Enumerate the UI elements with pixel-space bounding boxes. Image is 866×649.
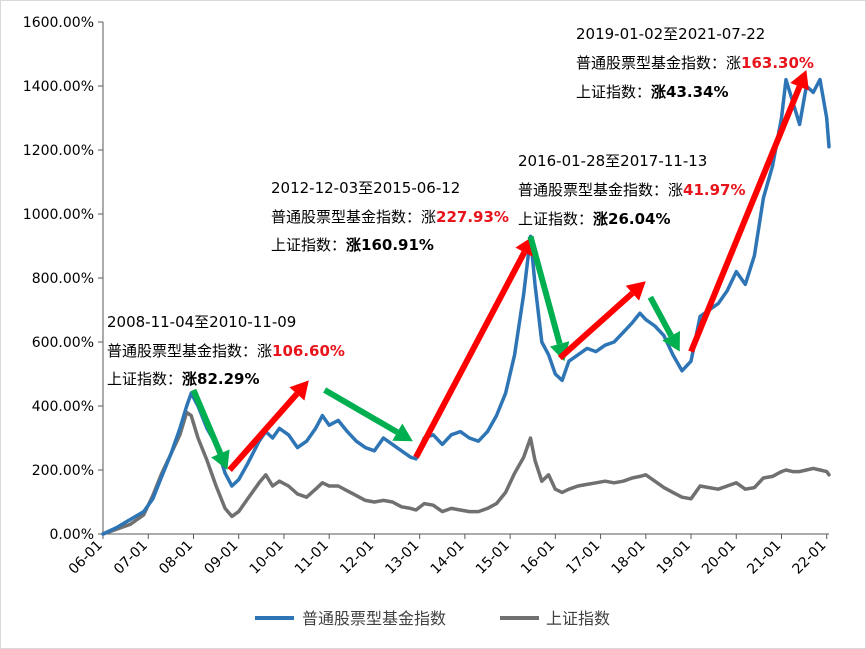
trend-arrow: [190, 388, 230, 470]
annotation-period: 2016-01-28至2017-11-13: [518, 152, 707, 170]
y-tick-label: 1200.00%: [23, 143, 94, 159]
trend-arrow-head: [289, 380, 309, 401]
trend-arrow-shaft: [323, 387, 399, 435]
y-axis-ticks: 0.00% 200.00% 400.00% 600.00% 800.00% 1000.00…: [23, 15, 103, 543]
trend-arrow: [227, 380, 309, 472]
trend-arrow-shaft: [413, 250, 527, 459]
trend-arrow-shaft: [688, 85, 803, 353]
annotation-fund-value: 163.30%: [741, 54, 814, 72]
legend-item-sh-index: 上证指数: [500, 609, 610, 628]
legend-label: 普通股票型基金指数: [302, 609, 446, 628]
trend-arrow-shaft: [527, 235, 563, 345]
annotation-fund-value: 227.93%: [436, 208, 509, 226]
annotation-sh-value: 涨82.29%: [182, 370, 259, 388]
series-line: [101, 410, 831, 536]
annotation-sh-value: 涨160.91%: [346, 236, 434, 254]
legend: 普通股票型基金指数 上证指数: [255, 609, 610, 628]
annotation-sh-line: 上证指数：涨160.91%: [271, 236, 434, 254]
annotation-fund-line: 普通股票型基金指数：涨227.93%: [271, 208, 509, 226]
trend-arrow: [413, 236, 534, 459]
annotation-period: 2012-12-03至2015-06-12: [271, 179, 460, 197]
annotation-sh-line: 上证指数：涨82.29%: [107, 370, 260, 388]
trend-arrow-head: [662, 331, 680, 352]
legend-label: 上证指数: [546, 609, 610, 628]
annotation-sh-value: 涨43.34%: [651, 83, 728, 101]
trend-arrows: [190, 70, 809, 472]
annotation-sh-label: 上证指数：: [576, 83, 651, 101]
y-tick-label: 1600.00%: [23, 15, 94, 31]
trend-arrow: [557, 281, 646, 361]
annotation-fund-label: 普通股票型基金指数：涨: [576, 54, 741, 72]
annotation-sh-line: 上证指数：涨43.34%: [576, 83, 729, 101]
legend-item-fund: 普通股票型基金指数: [255, 609, 446, 628]
y-tick-label: 1000.00%: [23, 207, 94, 223]
annotation-2008-2010: 2008-11-04至2010-11-09 普通股票型基金指数：涨106.60%…: [107, 313, 345, 388]
annotation-fund-label: 普通股票型基金指数：涨: [518, 181, 683, 199]
annotation-fund-label: 普通股票型基金指数：涨: [271, 208, 436, 226]
trend-arrow-shaft: [190, 388, 224, 455]
trend-arrow-head: [392, 423, 413, 442]
y-tick-label: 400.00%: [32, 399, 94, 415]
annotation-sh-label: 上证指数：: [518, 210, 593, 228]
annotation-fund-label: 普通股票型基金指数：涨: [107, 342, 272, 360]
trend-arrow: [688, 70, 809, 353]
y-tick-label: 600.00%: [32, 335, 94, 351]
trend-arrow: [647, 295, 680, 352]
trend-arrow-head: [211, 449, 230, 470]
annotation-2019-2021: 2019-01-02至2021-07-22 普通股票型基金指数：涨163.30%…: [576, 25, 814, 101]
annotation-2012-2015: 2012-12-03至2015-06-12 普通股票型基金指数：涨227.93%…: [271, 179, 509, 254]
trend-arrow-shaft: [557, 290, 635, 361]
annotation-fund-line: 普通股票型基金指数：涨106.60%: [107, 342, 345, 360]
trend-arrow-shaft: [227, 391, 300, 472]
series-line: [101, 77, 831, 536]
annotation-period: 2008-11-04至2010-11-09: [107, 313, 296, 331]
annotation-period: 2019-01-02至2021-07-22: [576, 25, 765, 43]
annotation-fund-value: 41.97%: [683, 181, 745, 199]
annotation-sh-value: 涨26.04%: [593, 210, 670, 228]
trend-arrow-head: [515, 236, 534, 257]
annotation-fund-line: 普通股票型基金指数：涨163.30%: [576, 54, 814, 72]
trend-arrow-head: [790, 70, 809, 91]
annotation-2016-2017: 2016-01-28至2017-11-13 普通股票型基金指数：涨41.97% …: [518, 152, 746, 228]
y-tick-label: 800.00%: [32, 271, 94, 287]
trend-arrow-head: [625, 281, 646, 301]
y-tick-label: 200.00%: [32, 463, 94, 479]
y-tick-label: 1400.00%: [23, 79, 94, 95]
annotation-sh-label: 上证指数：: [107, 370, 182, 388]
annotation-fund-value: 106.60%: [272, 342, 345, 360]
trend-arrow-shaft: [647, 295, 674, 338]
y-tick-label: 0.00%: [50, 527, 94, 543]
annotation-fund-line: 普通股票型基金指数：涨41.97%: [518, 181, 746, 199]
annotation-sh-label: 上证指数：: [271, 236, 346, 254]
annotation-sh-line: 上证指数：涨26.04%: [518, 210, 671, 228]
series-lines: [101, 77, 831, 536]
trend-arrow: [323, 387, 413, 442]
